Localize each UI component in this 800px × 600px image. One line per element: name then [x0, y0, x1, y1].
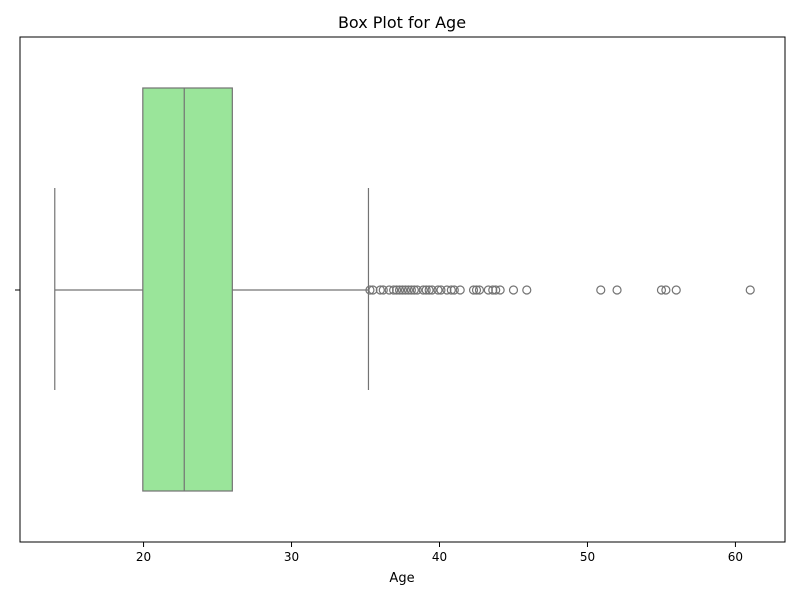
- chart-title: Box Plot for Age: [338, 13, 466, 32]
- outlier-point: [400, 285, 411, 295]
- x-tick-label: 30: [284, 550, 299, 564]
- x-tick-label: 60: [728, 550, 743, 564]
- outlier-point: [745, 285, 755, 295]
- outlier-point: [442, 285, 452, 295]
- outlier-point: [433, 285, 443, 295]
- outlier-point: [612, 285, 622, 295]
- outlier-point: [391, 285, 402, 295]
- outlier-point: [508, 285, 519, 295]
- outlier-point: [375, 285, 385, 295]
- outlier-point: [436, 285, 446, 295]
- outlier-point: [471, 285, 482, 295]
- x-axis-label: Age: [389, 571, 414, 586]
- outlier-point: [427, 285, 437, 295]
- outlier-point: [418, 285, 428, 295]
- outlier-point: [365, 285, 375, 295]
- outlier-point: [656, 285, 667, 295]
- outlier-point: [403, 285, 414, 295]
- outlier-point: [421, 285, 431, 295]
- outlier-point: [671, 285, 681, 295]
- outlier-point: [596, 285, 606, 295]
- outlier-point: [522, 285, 532, 295]
- x-tick-label: 20: [136, 550, 151, 564]
- outlier-point: [424, 285, 434, 295]
- outlier-point: [409, 285, 419, 295]
- iqr-box: [142, 87, 233, 492]
- outlier-point: [406, 285, 416, 295]
- outlier-point: [378, 285, 388, 295]
- outlier-point: [384, 285, 394, 295]
- outlier-point: [468, 285, 479, 295]
- outlier-point: [455, 285, 465, 295]
- x-tick-label: 40: [432, 550, 447, 564]
- x-axis-ticks: 20 30 40 50 60: [136, 542, 743, 564]
- outlier-point: [661, 285, 671, 295]
- outlier-point: [394, 285, 405, 295]
- outlier-point: [412, 285, 422, 295]
- plot-area: 20 30 40 50 60: [15, 36, 786, 564]
- outlier-point: [446, 285, 456, 295]
- outlier-point: [483, 285, 493, 295]
- outlier-point: [474, 285, 485, 295]
- box-plot: [54, 87, 370, 492]
- outlier-point: [491, 285, 501, 295]
- outlier-point: [368, 285, 378, 295]
- outlier-point: [449, 285, 459, 295]
- x-tick-label: 50: [580, 550, 595, 564]
- outlier-point: [389, 285, 399, 295]
- outlier-points: [365, 285, 755, 295]
- outlier-point: [495, 285, 505, 295]
- outlier-point: [397, 285, 408, 295]
- outlier-point: [488, 285, 498, 295]
